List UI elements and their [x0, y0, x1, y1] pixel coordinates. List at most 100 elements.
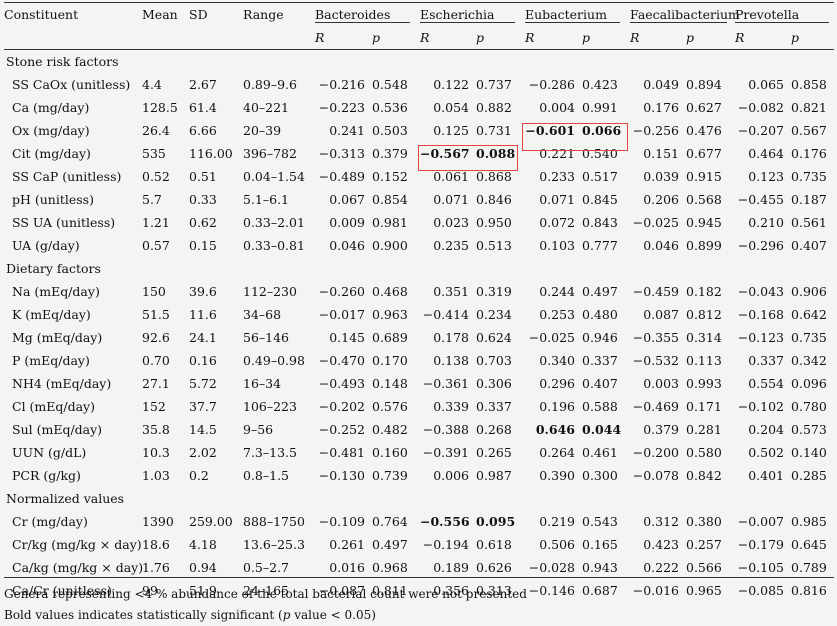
r-value: −0.256	[632, 123, 679, 138]
r-value: −0.556	[420, 514, 470, 529]
sd-value: 39.6	[189, 284, 217, 299]
r-value: 0.646	[535, 422, 575, 437]
r-value: 0.003	[643, 376, 679, 391]
p-value: 0.624	[476, 330, 512, 345]
p-value: 0.044	[582, 422, 622, 437]
p-value: 0.306	[476, 376, 512, 391]
header-prevotella: Prevotella	[735, 7, 830, 23]
mean-value: 1.21	[142, 215, 170, 230]
r-value: −0.105	[737, 560, 785, 575]
p-value: 0.152	[372, 169, 408, 184]
r-value: 0.016	[329, 560, 365, 575]
sd-value: 0.62	[189, 215, 217, 230]
r-value: −0.082	[737, 100, 785, 115]
r-value: −0.085	[737, 583, 785, 598]
r-value: 0.264	[539, 445, 575, 460]
r-value: 0.423	[643, 537, 679, 552]
range-value: 20–39	[243, 123, 282, 138]
r-value: 0.071	[433, 192, 469, 207]
mean-value: 5.7	[142, 192, 162, 207]
header-bacteroides: Bacteroides	[315, 7, 410, 23]
r-value: 0.210	[748, 215, 785, 230]
r-value: −0.109	[318, 514, 365, 529]
p-value: 0.536	[372, 100, 408, 115]
range-value: 0.33–0.81	[243, 238, 305, 253]
p-value: 0.140	[791, 445, 827, 460]
correlation-table: Constituent Mean SD Range Bacteroides Es…	[4, 2, 835, 602]
header-r: R	[630, 26, 686, 50]
p-value: 0.642	[791, 307, 827, 322]
r-value: 0.061	[433, 169, 469, 184]
p-value: 0.573	[791, 422, 827, 437]
r-value: −0.102	[737, 399, 785, 414]
footnote-bold: Bold values indicates statistically sign…	[4, 608, 376, 622]
constituent-name: Sul (mEq/day)	[12, 422, 103, 437]
table-row: Sul (mEq/day) 35.8 14.5 9–56 −0.252 0.482 −0.3…	[4, 418, 834, 441]
sd-value: 4.18	[189, 537, 217, 552]
p-value: 0.285	[791, 468, 827, 483]
r-value: 0.072	[539, 215, 575, 230]
r-value: 0.151	[643, 146, 679, 161]
mean-value: 1390	[142, 514, 174, 529]
p-value: 0.735	[791, 169, 827, 184]
constituent-name: Na (mEq/day)	[12, 284, 100, 299]
r-value: 0.023	[433, 215, 469, 230]
p-value: 0.561	[791, 215, 827, 230]
p-value: 0.461	[582, 445, 618, 460]
r-value: −0.179	[737, 537, 785, 552]
r-value: −0.200	[632, 445, 679, 460]
table-row: SS CaP (unitless) 0.52 0.51 0.04–1.54 −0.489…	[4, 165, 834, 188]
mean-value: 1.03	[142, 468, 170, 483]
r-value: −0.455	[737, 192, 785, 207]
r-value: −0.007	[737, 514, 785, 529]
p-value: 0.566	[686, 560, 722, 575]
r-value: 0.296	[539, 376, 575, 391]
p-value: 0.687	[582, 583, 618, 598]
range-value: 9–56	[243, 422, 274, 437]
r-value: −0.532	[632, 353, 679, 368]
constituent-name: UA (g/day)	[12, 238, 80, 253]
p-value: 0.894	[686, 77, 722, 92]
p-value: 0.482	[372, 422, 408, 437]
table-row: pH (unitless) 5.7 0.33 5.1–6.1 0.067 0.854 0.0…	[4, 188, 834, 211]
r-value: −0.216	[318, 77, 365, 92]
r-value: 0.039	[643, 169, 679, 184]
sd-value: 2.02	[189, 445, 217, 460]
table-row: Ca/kg (mg/kg × day) 1.76 0.94 0.5–2.7 0.016 0…	[4, 556, 834, 579]
p-value: 0.257	[686, 537, 722, 552]
range-value: 5.1–6.1	[243, 192, 290, 207]
p-value: 0.380	[686, 514, 722, 529]
p-value: 0.618	[476, 537, 512, 552]
p-value: 0.981	[372, 215, 408, 230]
sd-value: 11.6	[189, 307, 217, 322]
p-value: 0.645	[791, 537, 827, 552]
r-value: 0.125	[433, 123, 469, 138]
range-value: 24–165	[243, 583, 290, 598]
section-title: Stone risk factors	[6, 54, 119, 69]
r-value: 0.145	[329, 330, 365, 345]
r-value: 0.054	[433, 100, 469, 115]
header-p: p	[476, 26, 525, 50]
constituent-name: pH (unitless)	[12, 192, 94, 207]
header-p: p	[582, 26, 630, 50]
r-value: −0.252	[318, 422, 365, 437]
constituent-name: Ca/Cr (unitless)	[12, 583, 112, 598]
r-value: −0.601	[525, 123, 575, 138]
table-row: Mg (mEq/day) 92.6 24.1 56–146 0.145 0.689 0.17…	[4, 326, 834, 349]
r-value: 0.196	[539, 399, 575, 414]
mean-value: 150	[142, 284, 166, 299]
p-value: 0.946	[582, 330, 618, 345]
r-value: 0.206	[643, 192, 679, 207]
r-value: 0.189	[433, 560, 469, 575]
r-value: −0.016	[632, 583, 679, 598]
r-value: 0.204	[748, 422, 785, 437]
p-value: 0.497	[582, 284, 618, 299]
r-value: −0.286	[528, 77, 575, 92]
p-value: 0.337	[582, 353, 618, 368]
p-value: 0.088	[476, 146, 516, 161]
range-value: 0.5–2.7	[243, 560, 290, 575]
p-value: 0.548	[372, 77, 408, 92]
header-eubacterium: Eubacterium	[525, 7, 620, 23]
r-value: −0.391	[422, 445, 469, 460]
p-value: 0.096	[791, 376, 827, 391]
